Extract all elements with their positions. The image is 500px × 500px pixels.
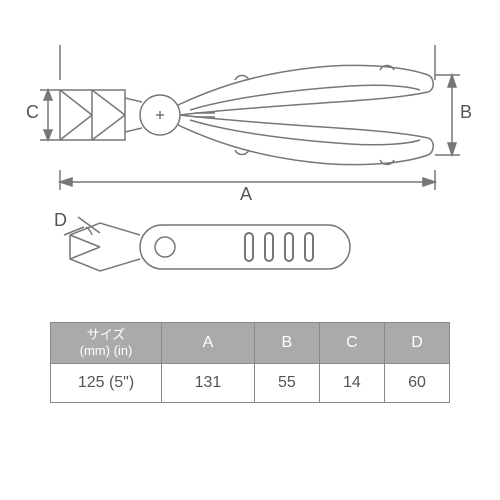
technical-diagram: C A B D: [30, 20, 470, 300]
size-label-top: サイズ: [51, 327, 161, 343]
dim-label-a: A: [240, 184, 252, 205]
table-header-row: サイズ (mm) (in) A B C D: [51, 323, 450, 364]
dim-label-d: D: [54, 210, 67, 231]
dim-label-c: C: [26, 102, 39, 123]
table-row: 125 (5") 131 55 14 60: [51, 364, 450, 403]
dimension-table: サイズ (mm) (in) A B C D 125 (5") 131 55 14…: [50, 322, 450, 403]
col-a: A: [162, 323, 255, 364]
col-b: B: [254, 323, 319, 364]
col-d: D: [384, 323, 449, 364]
cell-a: 131: [162, 364, 255, 403]
col-c: C: [319, 323, 384, 364]
cell-c: 14: [319, 364, 384, 403]
dim-label-b: B: [460, 102, 472, 123]
cell-size: 125 (5"): [51, 364, 162, 403]
size-label-bottom: (mm) (in): [51, 343, 161, 359]
cell-b: 55: [254, 364, 319, 403]
col-size: サイズ (mm) (in): [51, 323, 162, 364]
cell-d: 60: [384, 364, 449, 403]
